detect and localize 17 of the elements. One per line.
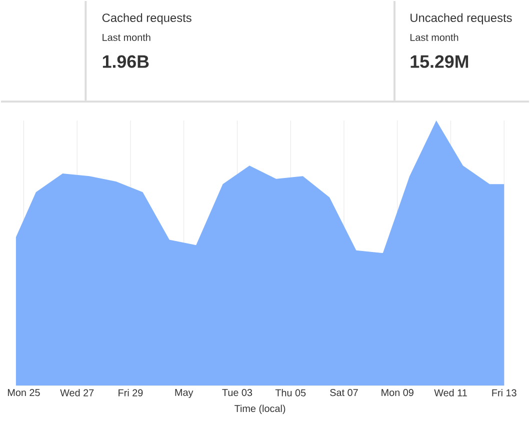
x-tick-label: Tue 03 (222, 388, 252, 396)
text: Cached requests (102, 13, 192, 24)
text: 1.96B (102, 55, 149, 68)
x-tick-label: Mon 25 (8, 388, 40, 396)
x-tick-label: Fri 13 (492, 388, 516, 396)
x-axis-title: Time (local) (234, 404, 286, 414)
x-tick-label: Fri 29 (118, 388, 143, 396)
x-tick-label: May (175, 388, 194, 398)
text: Uncached requests (410, 13, 512, 24)
x-tick-label: Thu 05 (275, 388, 306, 396)
x-tick-label: Sat 07 (330, 388, 358, 396)
text: 15.29M (410, 55, 468, 68)
x-tick-label: Wed 27 (60, 388, 94, 396)
x-tick-label: Wed 11 (434, 388, 467, 396)
text: Last month (102, 33, 150, 41)
x-tick-label: Mon 09 (382, 388, 414, 396)
text: Last month (410, 33, 458, 41)
